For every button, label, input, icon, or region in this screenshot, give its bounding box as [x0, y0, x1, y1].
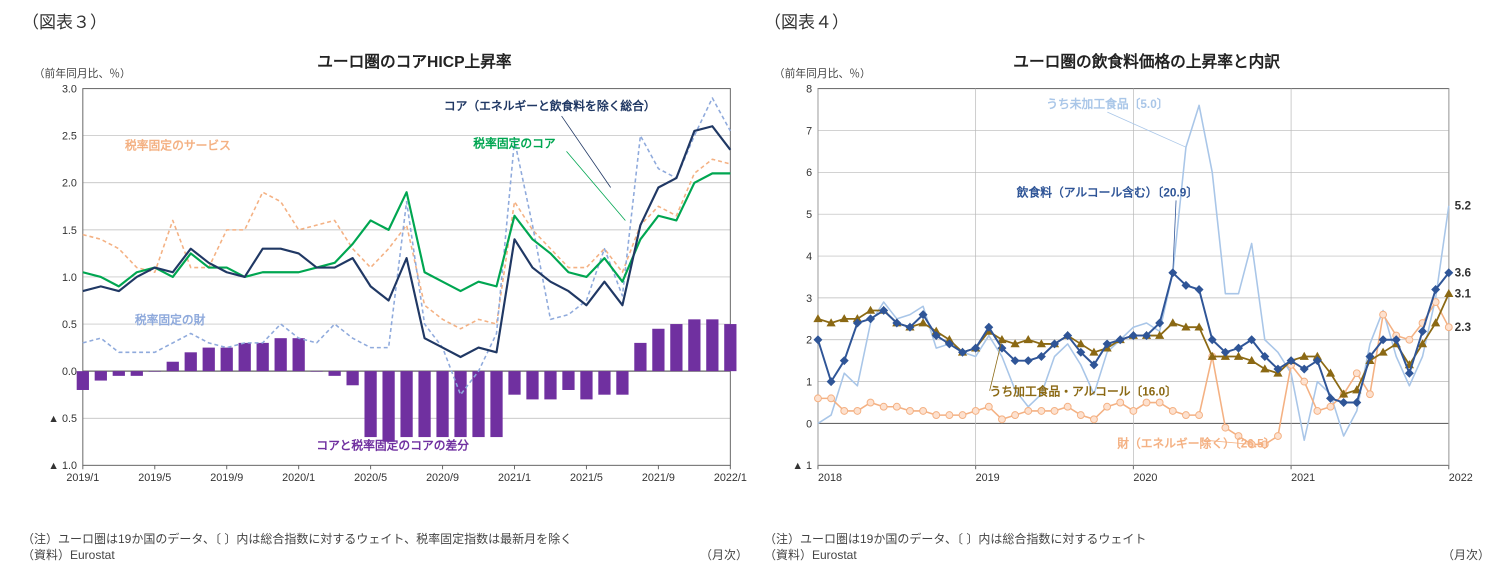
- svg-text:2019/9: 2019/9: [210, 472, 243, 484]
- svg-text:6: 6: [806, 167, 812, 179]
- svg-text:8: 8: [806, 84, 812, 96]
- svg-text:うち加工食品・アルコール〔16.0〕: うち加工食品・アルコール〔16.0〕: [990, 385, 1177, 399]
- svg-text:4: 4: [806, 251, 812, 263]
- svg-text:1.5: 1.5: [62, 225, 77, 237]
- chart4-wrap: ユーロ圏の飲食料価格の上昇率と内訳 （前年同月比、％） ▲ 1 0 1 2 3 4 5 6 7 8 20…: [764, 35, 1490, 529]
- chart4-note2: （資料）Eurostat: [764, 547, 857, 563]
- svg-text:2020: 2020: [1133, 472, 1157, 484]
- svg-text:飲食料（アルコール含む）〔20.9〕: 飲食料（アルコール含む）〔20.9〕: [1016, 186, 1198, 200]
- svg-text:3.6: 3.6: [1455, 267, 1472, 280]
- svg-text:税率固定のコア: 税率固定のコア: [473, 136, 556, 150]
- chart3-note1: （注）ユーロ圏は19か国のデータ、〔 〕内は総合指数に対するウェイト、税率固定指…: [22, 531, 748, 547]
- chart4-note1: （注）ユーロ圏は19か国のデータ、〔 〕内は総合指数に対するウェイト: [764, 531, 1490, 547]
- svg-text:1.0: 1.0: [62, 272, 77, 284]
- svg-text:2021/1: 2021/1: [498, 472, 531, 484]
- svg-text:2022/1: 2022/1: [714, 472, 747, 484]
- panel-chart3: （図表３） ユーロ圏のコアHICP上昇率 （前年同月比、％） ▲ 1.0 ▲ 0.5 0…: [14, 8, 756, 563]
- chart3-xunit: （月次）: [700, 547, 748, 563]
- svg-text:3.0: 3.0: [62, 84, 77, 96]
- svg-text:財（エネルギー除く）〔26.5〕: 財（エネルギー除く）〔26.5〕: [1116, 437, 1275, 451]
- chart3-svg: ユーロ圏のコアHICP上昇率 （前年同月比、％） ▲ 1.0 ▲ 0.5 0.0 0.5 1…: [22, 35, 748, 515]
- chart4-notes: （注）ユーロ圏は19か国のデータ、〔 〕内は総合指数に対するウェイト （資料）E…: [764, 531, 1490, 563]
- svg-text:2020/1: 2020/1: [282, 472, 315, 484]
- svg-text:ユーロ圏の飲食料価格の上昇率と内訳: ユーロ圏の飲食料価格の上昇率と内訳: [1013, 52, 1280, 71]
- svg-text:2020/5: 2020/5: [354, 472, 387, 484]
- svg-text:2019/5: 2019/5: [138, 472, 171, 484]
- chart3-notes: （注）ユーロ圏は19か国のデータ、〔 〕内は総合指数に対するウェイト、税率固定指…: [22, 531, 748, 563]
- svg-text:（前年同月比、％）: （前年同月比、％）: [774, 67, 871, 80]
- svg-text:1: 1: [806, 377, 812, 389]
- svg-text:5: 5: [806, 209, 812, 221]
- svg-text:税率固定のサービス: 税率固定のサービス: [125, 138, 231, 152]
- svg-text:3: 3: [806, 293, 812, 305]
- svg-text:5.2: 5.2: [1455, 200, 1472, 213]
- chart3-wrap: ユーロ圏のコアHICP上昇率 （前年同月比、％） ▲ 1.0 ▲ 0.5 0.0 0.5 1…: [22, 35, 748, 529]
- svg-text:ユーロ圏のコアHICP上昇率: ユーロ圏のコアHICP上昇率: [317, 52, 512, 71]
- svg-text:コアと税率固定のコアの差分: コアと税率固定のコアの差分: [316, 439, 469, 453]
- svg-text:▲ 1: ▲ 1: [792, 460, 812, 472]
- svg-text:2018: 2018: [818, 472, 842, 484]
- figure-label-3: （図表３）: [22, 8, 748, 33]
- svg-text:2021/9: 2021/9: [642, 472, 675, 484]
- svg-text:2022: 2022: [1449, 472, 1473, 484]
- svg-text:0.5: 0.5: [62, 319, 77, 331]
- svg-text:▲ 1.0: ▲ 1.0: [48, 460, 77, 472]
- svg-text:2: 2: [806, 335, 812, 347]
- svg-text:2021/5: 2021/5: [570, 472, 603, 484]
- panel-chart4: （図表４） ユーロ圏の飲食料価格の上昇率と内訳 （前年同月比、％） ▲ 1 0 1 2 3 4…: [756, 8, 1498, 563]
- chart4-svg: ユーロ圏の飲食料価格の上昇率と内訳 （前年同月比、％） ▲ 1 0 1 2 3 4 5 6 7 8 20…: [764, 35, 1490, 515]
- svg-text:2019/1: 2019/1: [66, 472, 99, 484]
- svg-text:▲ 0.5: ▲ 0.5: [48, 413, 77, 425]
- svg-text:0.0: 0.0: [62, 366, 77, 378]
- svg-text:うち未加工食品〔5.0〕: うち未加工食品〔5.0〕: [1046, 97, 1168, 111]
- chart3-note2: （資料）Eurostat: [22, 547, 115, 563]
- svg-text:3.1: 3.1: [1455, 288, 1472, 301]
- svg-text:2.3: 2.3: [1455, 321, 1472, 334]
- svg-text:0: 0: [806, 418, 812, 430]
- svg-text:コア（エネルギーと飲食料を除く総合）: コア（エネルギーと飲食料を除く総合）: [444, 99, 656, 113]
- svg-text:2.0: 2.0: [62, 178, 77, 190]
- svg-text:2.5: 2.5: [62, 131, 77, 143]
- svg-text:2019: 2019: [976, 472, 1000, 484]
- svg-text:（前年同月比、％）: （前年同月比、％）: [34, 67, 131, 80]
- svg-text:2020/9: 2020/9: [426, 472, 459, 484]
- svg-text:税率固定の財: 税率固定の財: [135, 313, 206, 327]
- svg-text:2021: 2021: [1291, 472, 1315, 484]
- figure-label-4: （図表４）: [764, 8, 1490, 33]
- chart4-xunit: （月次）: [1442, 547, 1490, 563]
- svg-text:7: 7: [806, 125, 812, 137]
